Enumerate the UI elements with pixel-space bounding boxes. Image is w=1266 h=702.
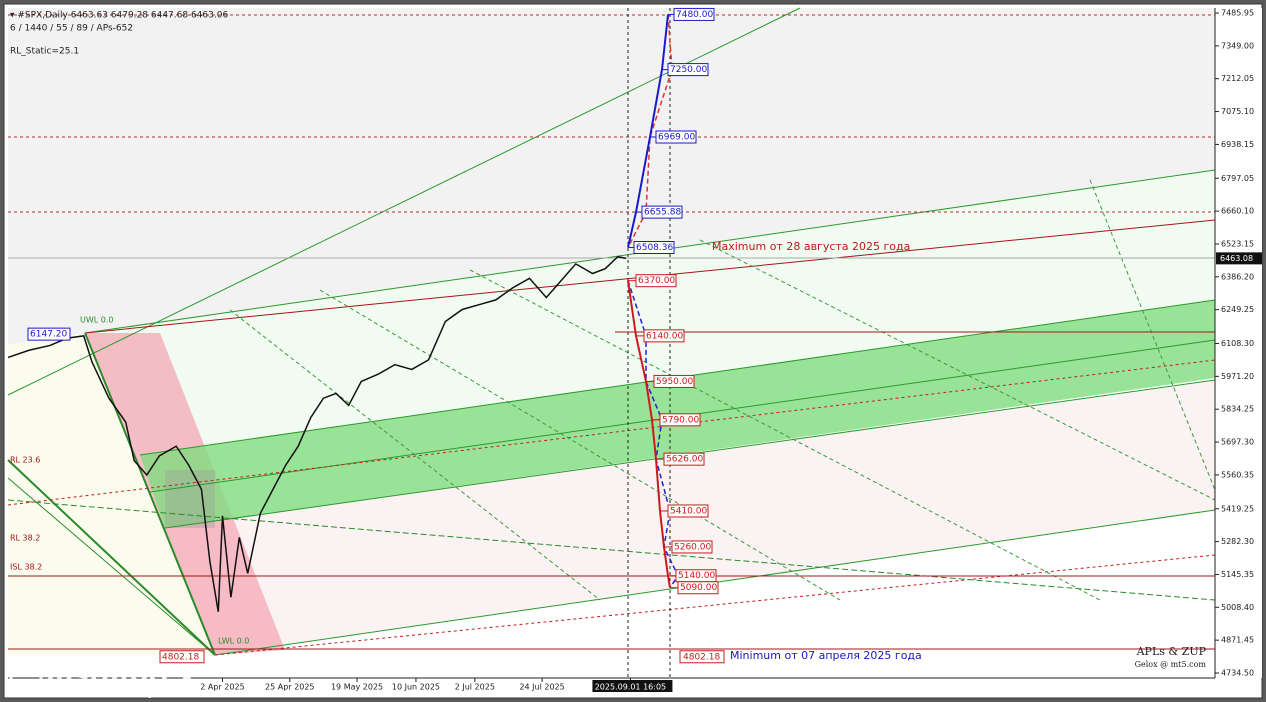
x-tick-box bbox=[592, 680, 673, 692]
level-label: 6508.36 bbox=[636, 243, 673, 253]
projection-dash bbox=[627, 14, 673, 248]
level-box bbox=[659, 413, 701, 427]
y-tick-label: 5560.35 bbox=[1221, 470, 1254, 479]
y-tick-label: 5697.30 bbox=[1221, 438, 1254, 447]
fib-label: UWL 0.0 bbox=[80, 316, 114, 325]
level-box bbox=[633, 241, 675, 255]
level-label: 7480.00 bbox=[676, 10, 713, 20]
y-tick-label: 5145.35 bbox=[1221, 570, 1254, 579]
y-tick-label: 6386.20 bbox=[1221, 272, 1254, 281]
level-label: 5626.00 bbox=[666, 455, 703, 465]
price-axis bbox=[1215, 8, 1262, 678]
max-note: Maximum от 28 августа 2025 года bbox=[712, 240, 910, 253]
y-tick-label: 6797.05 bbox=[1221, 174, 1254, 183]
current-price-box bbox=[1216, 252, 1262, 265]
level-label: 6370.00 bbox=[638, 276, 675, 286]
x-tick-label: 2 Jul 2025 bbox=[455, 683, 495, 692]
y-tick-label: 6660.10 bbox=[1221, 207, 1254, 216]
min-note: Minimum от 07 апреля 2025 года bbox=[730, 649, 922, 662]
level-label: 7250.00 bbox=[670, 65, 707, 75]
level-label: 4802.18 bbox=[683, 652, 720, 662]
level-box bbox=[679, 650, 725, 664]
y-tick-label: 7349.00 bbox=[1221, 41, 1254, 50]
fib-label: ISL 38.2 bbox=[10, 563, 42, 572]
fib-label: RL 38.2 bbox=[10, 534, 40, 543]
y-tick-label: 7212.05 bbox=[1221, 74, 1254, 83]
header: ▾ #SPX,Daily 6463.63 6479.28 6447.68 646… bbox=[10, 11, 228, 21]
level-box bbox=[677, 581, 719, 595]
level-label: 5790.00 bbox=[662, 415, 699, 425]
level-box bbox=[635, 274, 677, 288]
signature: APLs & ZUP bbox=[1136, 645, 1207, 658]
level-box bbox=[663, 452, 705, 466]
y-tick-label: 6938.15 bbox=[1221, 140, 1254, 149]
x-tick-label: 2025.09.01 16:05 bbox=[595, 683, 666, 692]
x-tick-label: 2 Apr 2025 bbox=[200, 683, 244, 692]
level-label: 4802.18 bbox=[162, 652, 199, 662]
x-tick-label: 25 Apr 2025 bbox=[265, 683, 314, 692]
y-tick-label: 4734.50 bbox=[1221, 669, 1254, 678]
level-label: 6147.20 bbox=[30, 330, 67, 340]
y-tick-label: 5282.30 bbox=[1221, 537, 1254, 546]
fib-label: LWL 0.0 bbox=[218, 637, 249, 646]
y-tick-label: 7485.95 bbox=[1221, 9, 1254, 18]
level-label: 5090.00 bbox=[680, 583, 717, 593]
y-tick-label: 6108.30 bbox=[1221, 339, 1254, 348]
y-tick-label: 5419.25 bbox=[1221, 504, 1254, 513]
x-tick-label: 10 Jun 2025 bbox=[392, 683, 440, 692]
level-box bbox=[653, 374, 695, 388]
level-label: 5140.00 bbox=[678, 571, 715, 581]
y-tick-label: 6249.25 bbox=[1221, 305, 1254, 314]
level-box bbox=[159, 650, 205, 664]
level-box bbox=[671, 540, 713, 554]
level-box bbox=[27, 327, 71, 341]
watermark-text: instaforex bbox=[46, 661, 196, 691]
level-box bbox=[643, 329, 685, 343]
subheader: 6 / 1440 / 55 / 89 / APs-652 bbox=[10, 24, 133, 34]
y-tick-label: 7075.10 bbox=[1221, 107, 1254, 116]
level-box bbox=[667, 504, 709, 518]
price-line bbox=[7, 255, 627, 612]
y-tick-label: 6523.15 bbox=[1221, 239, 1254, 248]
current-price-label: 6463.08 bbox=[1220, 254, 1253, 263]
watermark-sub: Instant Forex Trading bbox=[48, 688, 153, 699]
indicator-label: RL_Static=25.1 bbox=[10, 47, 79, 57]
level-box bbox=[655, 130, 697, 144]
level-label: 5410.00 bbox=[670, 506, 707, 516]
fib-label: RL 23.6 bbox=[10, 456, 40, 465]
level-label: 6140.00 bbox=[646, 331, 683, 341]
x-tick-label: 19 May 2025 bbox=[331, 683, 383, 692]
level-label: 6969.00 bbox=[658, 133, 695, 143]
level-label: 5950.00 bbox=[656, 377, 693, 387]
y-tick-label: 5971.20 bbox=[1221, 372, 1254, 381]
level-box bbox=[641, 205, 683, 219]
watermark: instaforex Instant Forex Trading bbox=[9, 661, 196, 699]
y-tick-label: 5834.25 bbox=[1221, 405, 1254, 414]
level-box bbox=[673, 7, 715, 21]
x-tick-label: 24 Jul 2025 bbox=[519, 683, 564, 692]
y-tick-label: 4871.45 bbox=[1221, 636, 1254, 645]
signature: Gelox @ mt5.com bbox=[1135, 660, 1207, 669]
level-label: 5260.00 bbox=[674, 542, 711, 552]
level-label: 6655.88 bbox=[644, 208, 681, 218]
y-tick-label: 5008.40 bbox=[1221, 603, 1254, 612]
level-box bbox=[667, 63, 709, 77]
